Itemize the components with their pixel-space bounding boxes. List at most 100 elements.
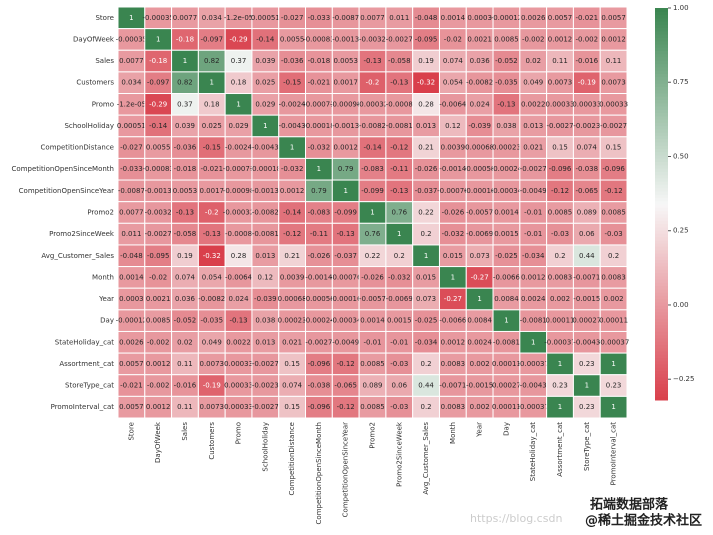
cell-label: -0.00035 <box>142 14 173 22</box>
cell-label: -0.00058 <box>303 295 334 303</box>
cell-label: 1 <box>370 209 374 217</box>
colorbar-segment <box>655 174 668 179</box>
cell-label: 0.089 <box>577 209 597 217</box>
cell-label: 0.002 <box>470 403 490 411</box>
cell-label: -0.0008 <box>225 230 252 238</box>
colorbar-segment <box>655 282 668 287</box>
cell-label: -0.0027 <box>252 360 279 368</box>
colorbar-segment <box>655 135 668 140</box>
colorbar-segment <box>655 344 668 349</box>
cell-label: -0.058 <box>388 57 411 65</box>
cell-label: 0.054 <box>443 79 464 87</box>
cell-label: 0.0022 <box>226 338 251 346</box>
cell-label: 0.0077 <box>173 14 198 22</box>
x-tick-label: Promo2SinceWeek <box>395 421 403 487</box>
cell-label: -0.13 <box>337 230 355 238</box>
cell-label: 0.029 <box>229 122 249 130</box>
cell-label: -0.096 <box>308 403 331 411</box>
cell-label: 0.0083 <box>441 403 466 411</box>
cell-label: -0.32 <box>203 252 221 260</box>
colorbar-segment <box>655 367 668 372</box>
cell-label: 0.0012 <box>333 144 358 152</box>
cell-label: 0.0085 <box>601 209 626 217</box>
cell-label: -0.0057 <box>359 295 386 303</box>
cell-label: 1 <box>558 360 562 368</box>
cell-label: -0.0071 <box>439 382 466 390</box>
colorbar-segment <box>655 200 668 205</box>
cell-label: 0.19 <box>418 57 434 65</box>
cell-label: -0.03 <box>390 403 408 411</box>
colorbar-segment <box>655 298 668 303</box>
x-tick-label: PromoInterval_cat <box>610 422 618 486</box>
colorbar-segment <box>655 115 668 120</box>
x-tick-label: StateHoliday_cat <box>529 422 537 481</box>
cell-label: -0.0049 <box>332 338 359 346</box>
cell-label: -0.14 <box>256 35 275 43</box>
colorbar-segment <box>655 295 668 300</box>
cell-label: -0.0013 <box>332 35 359 43</box>
cell-label: 0.036 <box>175 295 196 303</box>
cell-label: -0.13 <box>363 57 381 65</box>
colorbar-segment <box>655 164 668 169</box>
colorbar-segment <box>655 396 668 401</box>
cell-label: 0.0014 <box>441 14 466 22</box>
cell-label: 0.0073 <box>200 403 225 411</box>
colorbar-tick-label: 1.00 <box>673 4 689 12</box>
colorbar-segment <box>655 197 668 202</box>
cell-label: -0.0081 <box>252 230 279 238</box>
cell-label: 0.0012 <box>521 273 546 281</box>
colorbar-segment <box>655 43 668 48</box>
colorbar-segment <box>655 269 668 274</box>
colorbar-segment <box>655 148 668 153</box>
cell-label: -0.00012 <box>116 317 147 325</box>
cell-label: -0.27 <box>444 295 462 303</box>
colorbar-segment <box>655 220 668 225</box>
cell-label: -0.0013 <box>145 187 172 195</box>
cell-label: -0.036 <box>174 144 197 152</box>
cell-label: -0.002 <box>147 382 170 390</box>
cell-label: -0.0057 <box>466 209 493 217</box>
cell-label: 0.15 <box>284 360 300 368</box>
cell-label: -0.021 <box>200 165 223 173</box>
cell-label: 0.034 <box>202 14 223 22</box>
cell-label: -0.0013 <box>332 122 359 130</box>
cell-label: 1 <box>451 273 455 281</box>
cell-label: 1 <box>183 57 187 65</box>
colorbar-segment <box>655 243 668 247</box>
cell-label: 0.00011 <box>546 317 575 325</box>
colorbar-segment <box>655 308 668 313</box>
colorbar-segment <box>655 109 668 114</box>
cell-label: 0.2 <box>608 252 619 260</box>
cell-label: -0.037 <box>415 187 438 195</box>
cell-label: -0.18 <box>149 57 167 65</box>
cell-label: -0.13 <box>176 209 194 217</box>
cell-label: -0.095 <box>147 252 170 260</box>
cell-label: -0.026 <box>415 165 438 173</box>
cell-label: -0.048 <box>120 252 143 260</box>
colorbar-segment <box>655 230 668 234</box>
cell-label: 0.00033 <box>599 100 628 108</box>
cell-label: -0.0024 <box>279 100 307 108</box>
cell-label: 0.0085 <box>494 35 519 43</box>
colorbar-segment <box>655 171 668 176</box>
cell-label: -0.0081 <box>386 122 413 130</box>
cell-label: -0.0015 <box>466 382 493 390</box>
cell-label: 0.76 <box>391 209 407 217</box>
cell-label: 0.0084 <box>467 317 492 325</box>
cell-label: -0.0032 <box>359 35 386 43</box>
cell-label: -0.00037 <box>544 338 575 346</box>
y-tick-label: Sales <box>95 57 114 65</box>
cell-label: 0.18 <box>204 100 220 108</box>
cell-label: 0.00068 <box>278 295 307 303</box>
x-tick-label: StoreType_cat <box>583 422 591 471</box>
cell-label: 0.029 <box>255 100 275 108</box>
cell-label: -0.0081 <box>520 317 547 325</box>
cell-label: -0.083 <box>361 165 384 173</box>
colorbar-segment <box>655 11 668 16</box>
cell-label: 0.06 <box>391 382 407 390</box>
cell-label: -0.00018 <box>303 122 334 130</box>
cell-label: 0.0024 <box>467 338 492 346</box>
cell-label: -0.035 <box>200 317 223 325</box>
cell-label: -0.32 <box>417 79 435 87</box>
cell-label: -0.00037 <box>517 360 548 368</box>
